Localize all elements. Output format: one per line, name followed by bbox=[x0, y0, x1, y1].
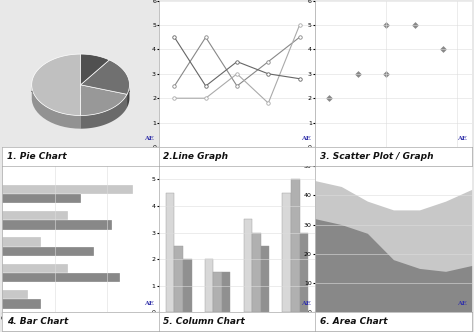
Polygon shape bbox=[127, 85, 129, 108]
Polygon shape bbox=[81, 54, 109, 85]
Bar bbox=[2, 237, 42, 247]
Bar bbox=[2, 185, 133, 194]
Bar bbox=[183, 259, 191, 312]
Point bbox=[326, 96, 333, 101]
Bar bbox=[2, 264, 67, 273]
Polygon shape bbox=[32, 86, 81, 129]
Bar bbox=[174, 246, 183, 312]
Text: 2.Line Graph: 2.Line Graph bbox=[164, 152, 228, 161]
Polygon shape bbox=[81, 94, 127, 129]
Bar bbox=[166, 193, 174, 312]
Point bbox=[383, 71, 390, 76]
Ellipse shape bbox=[32, 88, 129, 95]
Text: AE: AE bbox=[457, 136, 467, 141]
Bar bbox=[222, 273, 230, 312]
Bar bbox=[300, 232, 308, 312]
Text: 6. Area Chart: 6. Area Chart bbox=[320, 317, 387, 326]
Text: 4. Bar Chart: 4. Bar Chart bbox=[7, 317, 68, 326]
Point bbox=[411, 22, 419, 28]
Bar bbox=[2, 194, 81, 204]
Bar bbox=[2, 211, 67, 220]
Bar bbox=[2, 290, 28, 299]
Text: AE: AE bbox=[145, 136, 154, 141]
Text: 1. Pie Chart: 1. Pie Chart bbox=[7, 152, 67, 161]
Bar bbox=[261, 246, 269, 312]
Bar bbox=[291, 179, 300, 312]
Point bbox=[383, 22, 390, 28]
Polygon shape bbox=[81, 85, 127, 116]
Text: AE: AE bbox=[457, 301, 467, 306]
Bar bbox=[252, 232, 261, 312]
Text: AE: AE bbox=[301, 301, 310, 306]
Point bbox=[439, 47, 447, 52]
Bar bbox=[244, 219, 252, 312]
Bar bbox=[2, 247, 94, 256]
Bar bbox=[2, 299, 42, 309]
Bar bbox=[2, 220, 112, 230]
Bar bbox=[205, 259, 213, 312]
Point bbox=[354, 71, 362, 76]
Bar bbox=[213, 273, 222, 312]
Polygon shape bbox=[32, 54, 81, 116]
Bar bbox=[2, 273, 119, 283]
Text: AE: AE bbox=[301, 136, 310, 141]
Polygon shape bbox=[81, 60, 129, 94]
Text: 5. Column Chart: 5. Column Chart bbox=[164, 317, 245, 326]
Text: 3. Scatter Plot / Graph: 3. Scatter Plot / Graph bbox=[320, 152, 433, 161]
Text: AE: AE bbox=[145, 301, 154, 306]
Bar bbox=[283, 193, 291, 312]
